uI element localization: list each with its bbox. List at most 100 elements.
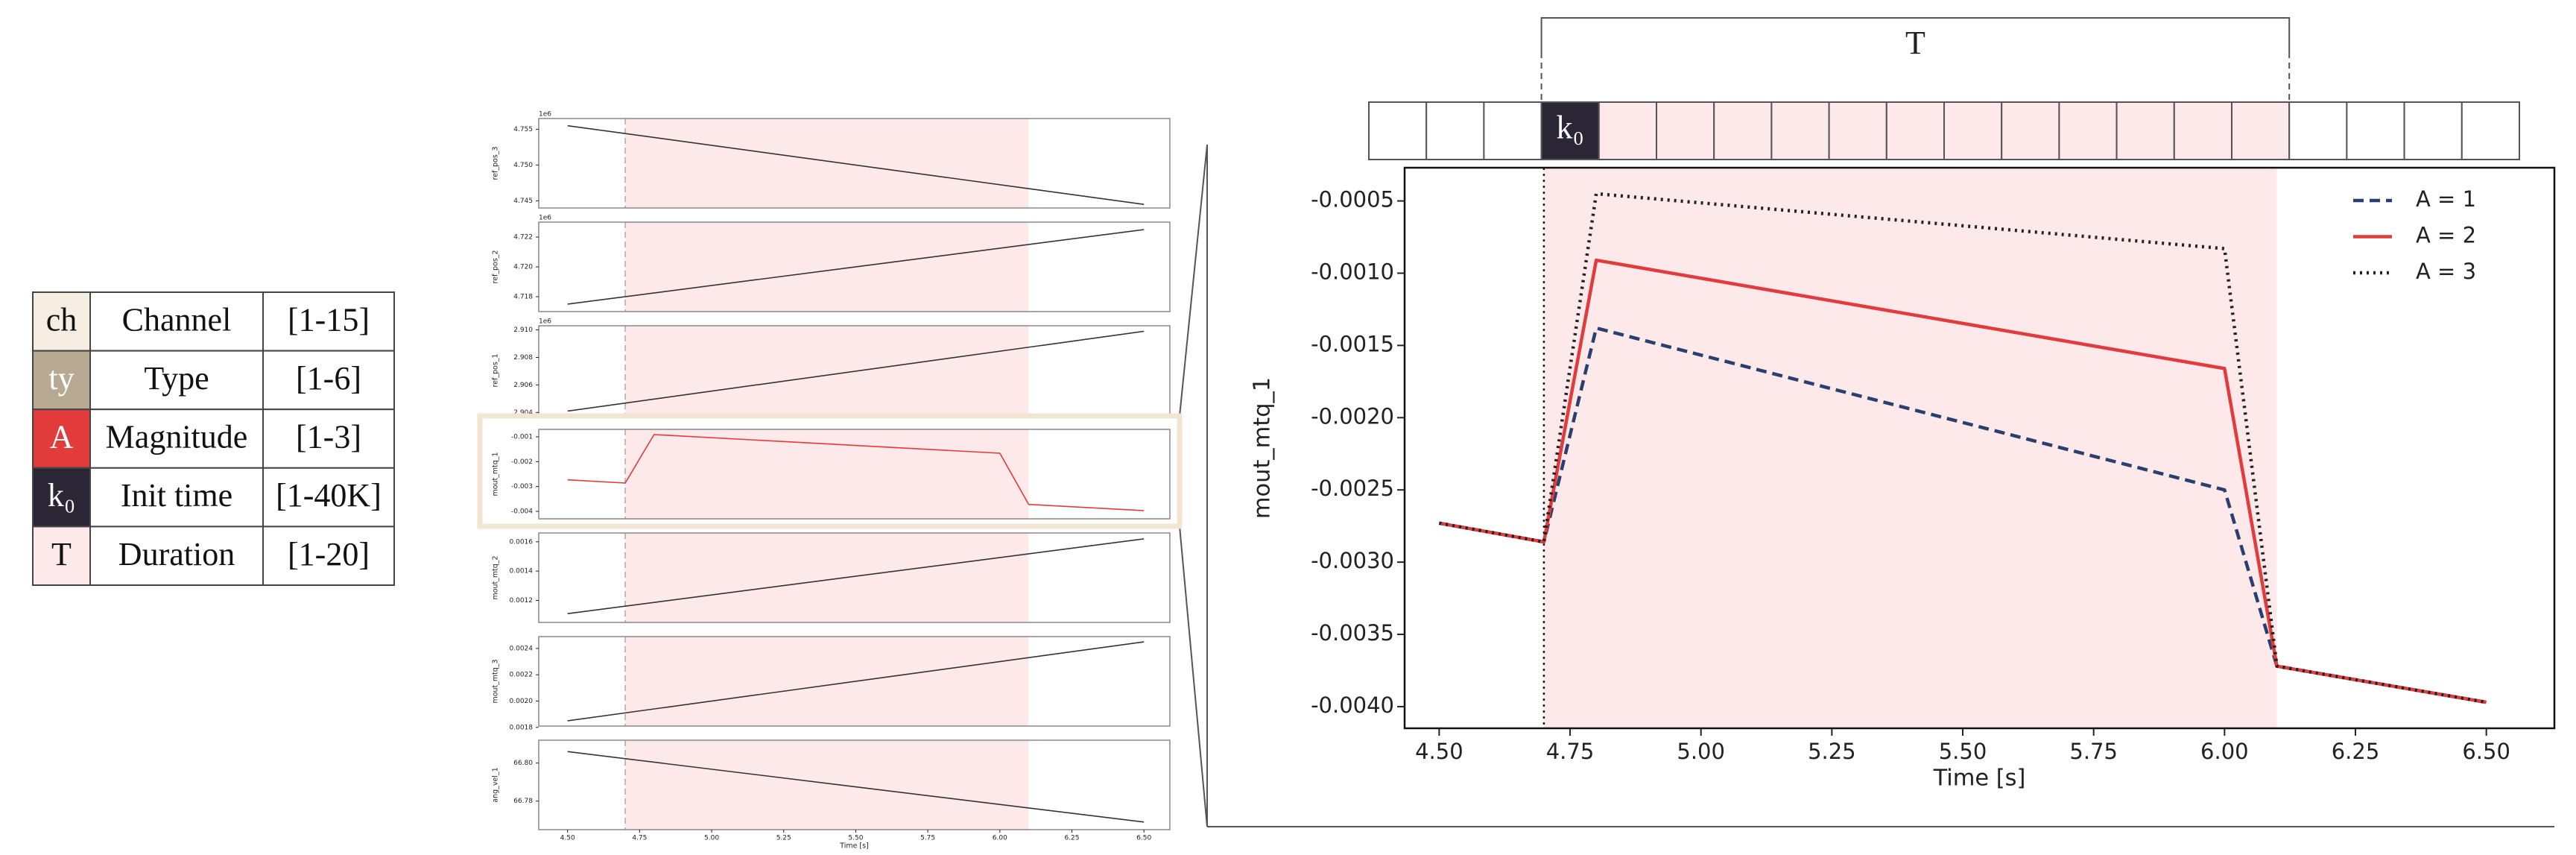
- token-box: [2461, 101, 2521, 160]
- token-box: [1943, 101, 2003, 160]
- token-box: [2058, 101, 2118, 160]
- table-cell: [262, 526, 395, 587]
- token-box: [2403, 101, 2463, 160]
- token-box: [2001, 101, 2060, 160]
- y-tick-label: -0.001: [511, 434, 533, 441]
- x-tick-label: 6.50: [1136, 835, 1151, 842]
- data-line: [567, 434, 1145, 511]
- table-text: Magnitude: [106, 419, 248, 455]
- y-axis-label: ref_pos_1: [492, 354, 500, 388]
- token-box: [2115, 101, 2175, 160]
- y-tick-label: 66.80: [513, 760, 533, 767]
- duration-bracket: [1540, 17, 2291, 52]
- y-tick-label: 4.722: [513, 234, 533, 242]
- offset-label: 1e6: [539, 215, 551, 222]
- token-box: [1885, 101, 1946, 160]
- x-tick-label: 5.25: [1808, 739, 1856, 764]
- x-tick-label: 6.00: [993, 835, 1007, 842]
- table-key: ch: [46, 301, 77, 338]
- table-text: [1-3]: [296, 419, 361, 455]
- y-tick-label: 2.904: [513, 409, 533, 417]
- y-axis-label: ref_pos_3: [492, 147, 500, 180]
- x-tick-label: 5.00: [1677, 739, 1725, 764]
- y-tick-label: 2.910: [513, 326, 533, 334]
- y-axis-label: ang_vel_1: [492, 767, 500, 802]
- table-text: Type: [144, 360, 209, 397]
- plot-frame: [538, 532, 1171, 623]
- y-tick-label: 0.0018: [510, 724, 534, 731]
- table-key: k₀: [48, 477, 75, 514]
- y-tick-label: -0.0025: [1311, 476, 1394, 501]
- x-tick-label: 5.75: [920, 835, 935, 842]
- data-line: [1438, 192, 2487, 704]
- x-tick-label: 5.50: [1939, 739, 1987, 764]
- highlight-region: [1543, 168, 2277, 728]
- y-tick-label: 0.0022: [510, 672, 534, 679]
- table-key: T: [51, 536, 72, 572]
- x-tick-label: 5.50: [848, 835, 863, 842]
- x-tick-label: 5.00: [704, 835, 719, 842]
- legend-label: A = 2: [2416, 223, 2476, 248]
- table-text: [1-40K]: [276, 477, 382, 514]
- table-cell: [262, 467, 395, 528]
- token-label: k₀: [1557, 110, 1584, 146]
- highlight-region: [625, 222, 1029, 312]
- y-tick-label: 0.0016: [510, 538, 534, 546]
- token-box: [1540, 101, 1600, 160]
- highlight-region: [625, 119, 1029, 208]
- data-line: [567, 229, 1145, 305]
- key-cell: [32, 350, 91, 411]
- y-tick-label: 0.0012: [510, 597, 534, 605]
- token-box: [2231, 101, 2291, 160]
- token-box: [1713, 101, 1773, 160]
- x-tick-label: 5.75: [2069, 739, 2118, 764]
- duration-label: T: [1905, 25, 1925, 61]
- table-text: [1-6]: [296, 360, 361, 397]
- highlight-region: [625, 740, 1029, 830]
- table-text: Init time: [121, 477, 232, 514]
- y-tick-label: 2.908: [513, 354, 533, 362]
- y-tick-label: 4.755: [513, 126, 533, 133]
- data-line: [567, 124, 1145, 205]
- highlight-region: [625, 637, 1029, 726]
- token-box: [2346, 101, 2405, 160]
- x-tick-label: 4.75: [632, 835, 647, 842]
- x-tick-label: 4.50: [560, 835, 575, 842]
- token-box: [2288, 101, 2348, 160]
- x-tick-label: 6.50: [2462, 739, 2510, 764]
- token-box: [2173, 101, 2233, 160]
- y-axis-label: mout_mtq_3: [492, 660, 500, 704]
- y-axis-label: mout_mtq_2: [492, 556, 500, 600]
- token-box: [1598, 101, 1658, 160]
- y-tick-label: -0.002: [511, 458, 533, 466]
- y-tick-label: -0.003: [511, 483, 533, 490]
- connector: [1179, 526, 1208, 827]
- table-cell: [89, 526, 264, 587]
- data-line: [567, 330, 1145, 412]
- y-tick-label: 4.718: [513, 294, 533, 301]
- y-tick-label: 4.720: [513, 264, 533, 271]
- y-tick-label: -0.0020: [1311, 403, 1394, 429]
- token-box: [1770, 101, 1830, 160]
- table-key: A: [50, 419, 74, 455]
- connector: [1179, 144, 1208, 417]
- table-text: [1-15]: [288, 301, 370, 338]
- legend-label: A = 1: [2416, 186, 2476, 212]
- table-text: [1-20]: [288, 536, 370, 572]
- y-axis-label: mout_mtq_1: [1250, 377, 1276, 519]
- table-key: ty: [48, 360, 74, 397]
- x-axis-label: Time [s]: [1933, 766, 2026, 792]
- table-cell: [89, 467, 264, 528]
- data-line: [567, 751, 1145, 823]
- y-tick-label: -0.0015: [1311, 331, 1394, 356]
- token-box: [1656, 101, 1715, 160]
- table-cell: [89, 291, 264, 352]
- plot-frame: [538, 636, 1171, 727]
- highlight-region: [625, 326, 1029, 415]
- y-axis-label: mout_mtq_1: [492, 452, 500, 496]
- y-tick-label: -0.0040: [1311, 692, 1394, 718]
- x-tick-label: 5.25: [776, 835, 791, 842]
- plot-frame: [1403, 166, 2556, 730]
- plot-frame: [538, 739, 1171, 830]
